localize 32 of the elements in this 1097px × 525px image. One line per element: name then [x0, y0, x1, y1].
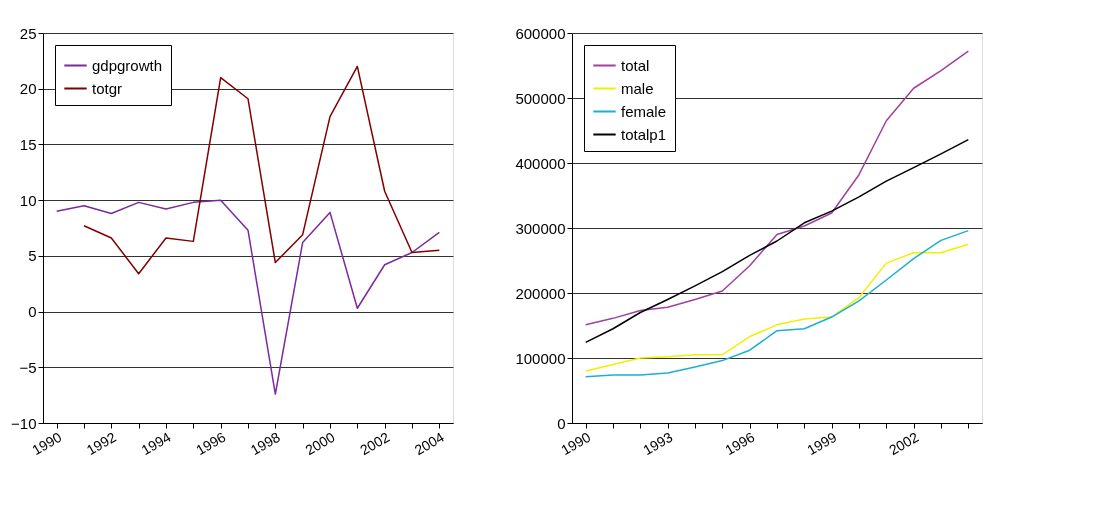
x-tick-label: 1996	[193, 428, 229, 459]
y-tick-label: 200000	[515, 284, 566, 302]
y-tick-label: 25	[19, 24, 37, 42]
x-tick-label: 2002	[357, 428, 393, 459]
x-tick-label: 1996	[722, 428, 758, 459]
legend-label: gdpgrowth	[92, 56, 163, 74]
legend-label: totgr	[92, 79, 123, 97]
y-tick-label: 5	[28, 247, 37, 265]
x-tick-label: 2000	[302, 428, 338, 459]
y-tick-label: 0	[28, 303, 37, 321]
x-tick-label: 1993	[640, 428, 676, 459]
y-tick-label: 300000	[515, 219, 566, 237]
y-tick-label: 600000	[515, 24, 566, 42]
y-tick-label: 400000	[515, 154, 566, 172]
line-series	[55, 199, 441, 395]
y-tick-label: 20	[19, 80, 37, 98]
x-tick-label: 1999	[804, 428, 840, 459]
y-tick-label: 100000	[515, 349, 566, 367]
x-tick-label: 2002	[886, 428, 922, 459]
y-tick-label: 15	[19, 135, 37, 153]
x-tick-label: 1998	[247, 428, 284, 459]
x-tick-label: 1994	[138, 428, 174, 459]
legend-label: total	[621, 56, 650, 74]
legend-label: male	[621, 79, 654, 97]
y-tick-label: −5	[19, 358, 37, 376]
legend-label: totalp1	[621, 125, 667, 143]
x-tick-label: 2004	[411, 428, 448, 459]
x-tick-label: 1992	[83, 428, 120, 459]
line-series	[584, 50, 970, 326]
legend-label: female	[621, 102, 667, 120]
y-tick-label: 10	[19, 191, 37, 209]
y-tick-label: 500000	[515, 89, 566, 107]
